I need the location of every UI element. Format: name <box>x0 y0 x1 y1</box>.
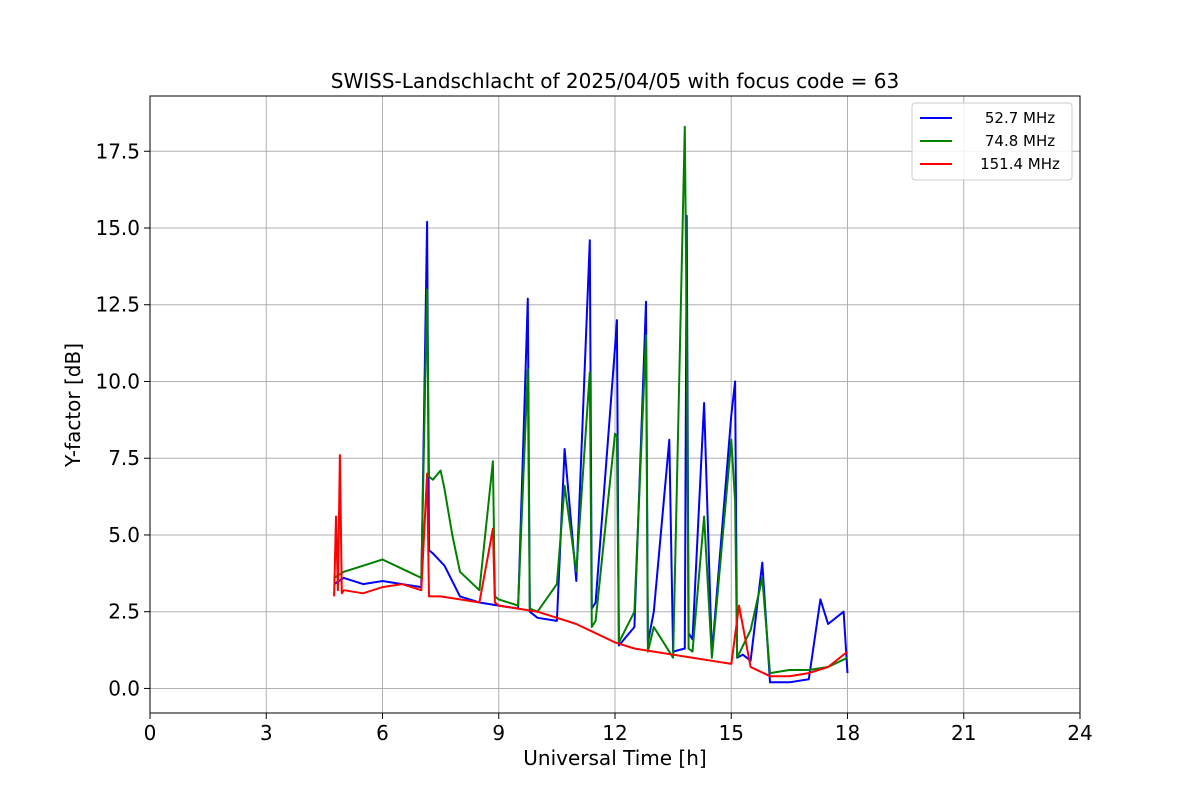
y-tick-label: 7.5 <box>108 446 140 470</box>
x-tick-label: 24 <box>1067 721 1092 745</box>
series-line-1 <box>333 125 848 675</box>
series-lines <box>333 125 849 684</box>
legend-label: 151.4 MHz <box>980 155 1060 173</box>
legend-label: 74.8 MHz <box>985 132 1055 150</box>
y-axis-label: Y-factor [dB] <box>61 343 85 468</box>
legend-label: 52.7 MHz <box>985 109 1055 127</box>
y-tick-label: 15.0 <box>95 216 140 240</box>
x-tick-label: 9 <box>492 721 505 745</box>
x-tick-label: 15 <box>719 721 744 745</box>
y-tick-label: 5.0 <box>108 523 140 547</box>
legend: 52.7 MHz 74.8 MHz 151.4 MHz <box>911 102 1073 181</box>
x-tick-label: 12 <box>602 721 627 745</box>
x-tick-label: 3 <box>260 721 273 745</box>
series-line-2 <box>333 454 849 678</box>
y-tick-label: 0.0 <box>108 676 140 700</box>
x-ticks: 0 3 6 9 12 15 18 21 24 <box>144 713 1093 745</box>
x-axis-label: Universal Time [h] <box>523 746 706 770</box>
x-tick-label: 21 <box>951 721 976 745</box>
y-tick-label: 2.5 <box>108 600 140 624</box>
x-tick-label: 6 <box>376 721 389 745</box>
y-tick-label: 12.5 <box>95 293 140 317</box>
chart-title: SWISS-Landschlacht of 2025/04/05 with fo… <box>331 69 899 93</box>
x-tick-label: 18 <box>835 721 860 745</box>
y-tick-label: 17.5 <box>95 139 140 163</box>
y-ticks: 0.0 2.5 5.0 7.5 10.0 12.5 15.0 17.5 <box>95 139 150 700</box>
legend-box <box>911 102 1073 181</box>
x-tick-label: 0 <box>144 721 157 745</box>
y-tick-label: 10.0 <box>95 369 140 393</box>
